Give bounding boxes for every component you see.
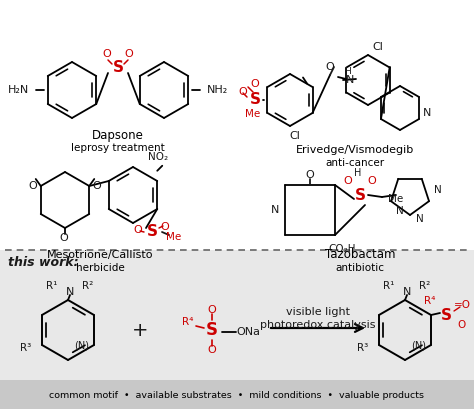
Text: Mesotrione/Callisto: Mesotrione/Callisto	[47, 250, 153, 260]
Text: (N): (N)	[74, 340, 90, 350]
Text: herbicide: herbicide	[76, 263, 124, 273]
Text: O: O	[208, 345, 216, 355]
Text: NO₂: NO₂	[148, 152, 168, 162]
Text: R⁴: R⁴	[424, 296, 436, 306]
Text: R¹: R¹	[383, 281, 395, 291]
Text: R¹: R¹	[46, 281, 58, 291]
Text: photoredox catalysis: photoredox catalysis	[260, 320, 376, 330]
Text: O: O	[306, 170, 314, 180]
Bar	[0, 250, 474, 409]
Text: common motif  •  available substrates  •  mild conditions  •  valuable products: common motif • available substrates • mi…	[49, 391, 425, 400]
Text: R³: R³	[20, 343, 32, 353]
Text: =O: =O	[454, 300, 471, 310]
Text: Tazobactam: Tazobactam	[325, 249, 395, 261]
Text: S: S	[355, 187, 365, 202]
Text: H: H	[354, 168, 362, 178]
Text: O: O	[28, 181, 37, 191]
Text: O: O	[134, 225, 142, 235]
Text: antibiotic: antibiotic	[336, 263, 384, 273]
Text: H: H	[345, 67, 351, 76]
Text: leprosy treatment: leprosy treatment	[71, 143, 165, 153]
Text: O: O	[60, 233, 68, 243]
Text: Cl: Cl	[373, 42, 383, 52]
Text: R⁴: R⁴	[182, 317, 194, 327]
Text: Me: Me	[388, 194, 403, 204]
Text: H₂N: H₂N	[8, 85, 29, 95]
Text: +: +	[132, 321, 148, 339]
Text: O: O	[161, 222, 169, 232]
Text: R²: R²	[419, 281, 430, 291]
Text: (N): (N)	[411, 340, 427, 350]
Text: this work:: this work:	[8, 256, 79, 268]
Text: Dapsone: Dapsone	[92, 128, 144, 142]
Text: O: O	[326, 62, 334, 72]
Text: N: N	[271, 205, 279, 215]
Text: O: O	[208, 305, 216, 315]
Text: N: N	[416, 214, 424, 224]
Text: O: O	[125, 49, 133, 59]
Text: visible light: visible light	[286, 307, 350, 317]
Text: N: N	[66, 287, 74, 297]
Text: O: O	[103, 49, 111, 59]
Text: S: S	[146, 225, 157, 240]
Text: O: O	[251, 79, 259, 89]
Text: O: O	[458, 320, 466, 330]
Text: S: S	[112, 61, 124, 76]
Text: N: N	[423, 108, 431, 118]
Text: N: N	[396, 206, 404, 216]
Text: Erivedge/Vismodegib: Erivedge/Vismodegib	[296, 145, 414, 155]
Text: Me: Me	[246, 109, 261, 119]
Text: N: N	[434, 185, 442, 195]
Text: O: O	[93, 181, 101, 191]
Text: NH₂: NH₂	[207, 85, 228, 95]
Text: CO₂H: CO₂H	[328, 244, 356, 254]
Text: R²: R²	[82, 281, 94, 291]
Text: anti-cancer: anti-cancer	[326, 158, 384, 168]
Text: N: N	[346, 75, 354, 85]
Text: Me: Me	[166, 232, 182, 242]
Text: S: S	[249, 92, 261, 108]
Text: Cl: Cl	[290, 131, 301, 141]
Text: O: O	[344, 176, 352, 186]
Text: N: N	[403, 287, 411, 297]
Bar	[0, 380, 474, 409]
Text: O: O	[238, 87, 247, 97]
Text: R³: R³	[357, 343, 369, 353]
Bar	[0, 0, 474, 250]
Text: S: S	[206, 321, 218, 339]
Text: S: S	[440, 308, 452, 323]
Text: O: O	[368, 176, 376, 186]
Text: ONa: ONa	[236, 327, 260, 337]
